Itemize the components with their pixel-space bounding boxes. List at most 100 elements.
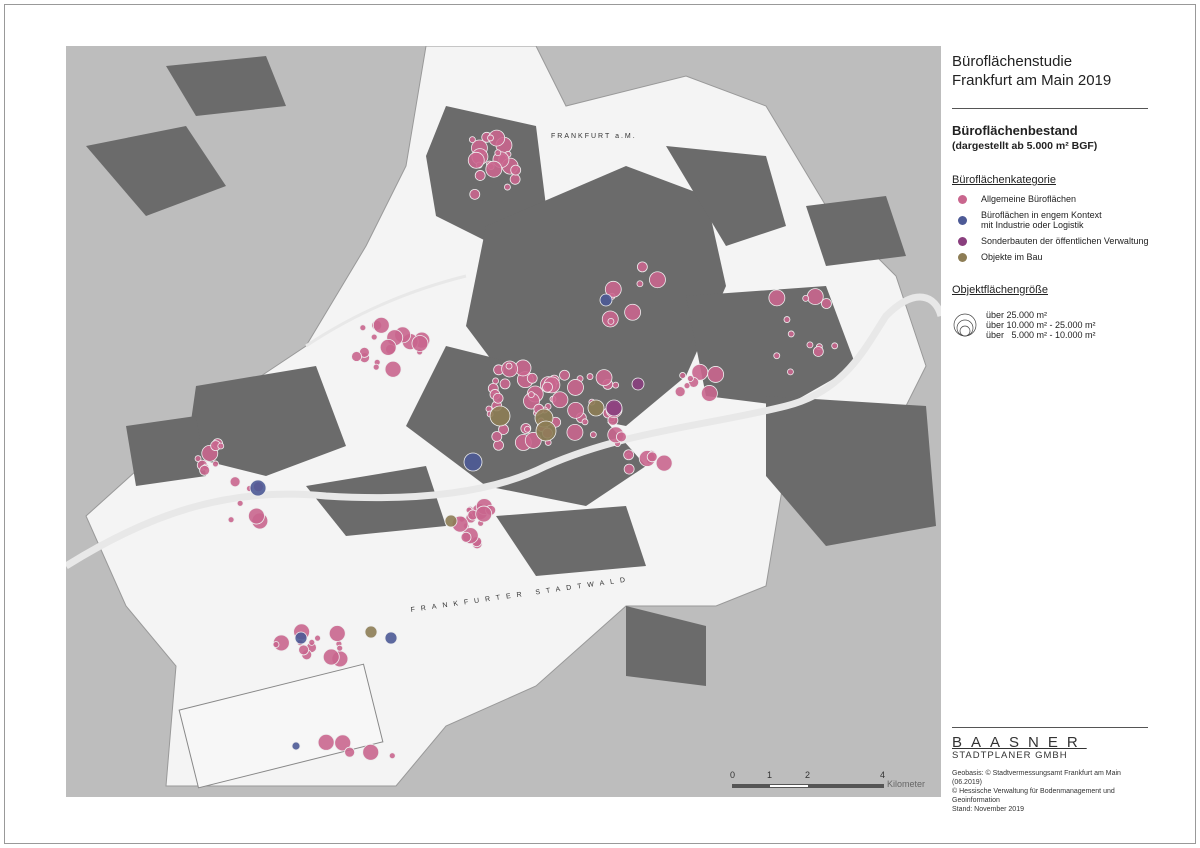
office-marker[interactable] [474, 170, 486, 181]
office-marker[interactable] [683, 382, 691, 390]
office-marker[interactable] [217, 442, 225, 450]
office-marker[interactable] [623, 463, 635, 475]
office-marker[interactable] [370, 333, 378, 341]
office-marker[interactable] [248, 507, 265, 525]
office-marker[interactable] [605, 399, 623, 417]
office-marker[interactable] [344, 746, 356, 758]
office-marker[interactable] [492, 392, 504, 404]
office-marker[interactable] [773, 352, 781, 360]
office-marker[interactable] [527, 391, 535, 398]
office-marker[interactable] [631, 377, 645, 391]
office-marker[interactable] [655, 454, 673, 472]
office-marker[interactable] [485, 160, 503, 178]
office-marker[interactable] [524, 425, 531, 433]
office-marker[interactable] [494, 149, 502, 157]
map[interactable]: FRANKFURT a.M. FRANKFURTER STADTWALD [64, 45, 945, 797]
office-marker[interactable] [806, 341, 814, 349]
office-marker[interactable] [460, 531, 472, 543]
office-marker[interactable] [535, 420, 557, 442]
office-marker[interactable] [314, 634, 321, 642]
office-marker[interactable] [509, 173, 521, 185]
office-marker[interactable] [831, 342, 839, 350]
office-marker[interactable] [364, 625, 378, 639]
office-marker[interactable] [510, 164, 522, 176]
map-canvas[interactable]: FRANKFURT a.M. FRANKFURTER STADTWALD [64, 45, 945, 797]
office-marker[interactable] [336, 644, 344, 652]
office-marker[interactable] [701, 385, 718, 402]
office-marker[interactable] [384, 631, 398, 645]
office-marker[interactable] [821, 298, 832, 309]
office-marker[interactable] [227, 516, 235, 524]
office-marker[interactable] [362, 743, 380, 761]
office-marker[interactable] [636, 280, 644, 288]
office-marker[interactable] [566, 423, 584, 441]
office-marker[interactable] [504, 183, 511, 191]
office-marker[interactable] [212, 460, 219, 468]
office-marker[interactable] [674, 386, 686, 398]
office-marker[interactable] [229, 476, 241, 488]
office-marker[interactable] [194, 455, 202, 462]
office-marker[interactable] [567, 379, 584, 396]
office-marker[interactable] [559, 369, 570, 381]
office-marker[interactable] [586, 373, 594, 380]
office-marker[interactable] [372, 363, 380, 371]
office-marker[interactable] [475, 505, 493, 523]
office-marker[interactable] [587, 399, 605, 417]
office-marker[interactable] [707, 366, 725, 383]
office-marker[interactable] [491, 431, 503, 442]
office-marker[interactable] [298, 644, 310, 656]
office-marker[interactable] [236, 499, 244, 507]
office-marker[interactable] [567, 401, 585, 419]
office-marker[interactable] [679, 372, 687, 379]
office-marker[interactable] [624, 303, 642, 321]
office-marker[interactable] [505, 362, 513, 370]
office-marker[interactable] [388, 752, 396, 760]
office-marker[interactable] [467, 151, 485, 169]
office-marker[interactable] [469, 188, 481, 200]
office-marker[interactable] [595, 369, 613, 387]
office-marker[interactable] [411, 335, 429, 352]
office-marker[interactable] [802, 294, 810, 302]
office-marker[interactable] [322, 648, 340, 666]
office-marker[interactable] [806, 288, 824, 306]
office-marker[interactable] [468, 136, 476, 144]
office-marker[interactable] [492, 377, 499, 385]
office-marker[interactable] [687, 375, 694, 382]
office-marker[interactable] [649, 271, 666, 289]
office-marker[interactable] [489, 405, 511, 427]
office-marker[interactable] [646, 451, 658, 463]
office-marker[interactable] [249, 479, 267, 497]
office-marker[interactable] [334, 734, 352, 752]
office-marker[interactable] [308, 639, 316, 646]
office-marker[interactable] [359, 324, 367, 332]
office-marker[interactable] [487, 134, 494, 142]
office-marker[interactable] [615, 431, 627, 443]
office-marker[interactable] [787, 330, 795, 338]
office-marker[interactable] [636, 261, 648, 273]
office-marker[interactable] [589, 431, 597, 439]
office-marker[interactable] [379, 338, 397, 356]
office-marker[interactable] [604, 280, 622, 298]
office-marker[interactable] [581, 418, 589, 426]
office-marker[interactable] [812, 346, 824, 357]
office-marker[interactable] [384, 360, 402, 378]
office-marker[interactable] [787, 368, 794, 376]
office-marker[interactable] [291, 741, 301, 751]
office-marker[interactable] [623, 449, 635, 461]
office-marker[interactable] [199, 464, 211, 476]
office-marker[interactable] [526, 372, 538, 384]
office-marker[interactable] [328, 625, 346, 642]
office-marker[interactable] [607, 317, 615, 325]
office-marker[interactable] [272, 641, 280, 648]
office-marker[interactable] [542, 381, 553, 393]
office-marker[interactable] [351, 351, 362, 362]
office-marker[interactable] [612, 381, 620, 389]
office-marker[interactable] [783, 316, 791, 323]
office-marker[interactable] [444, 514, 458, 528]
office-marker[interactable] [499, 378, 511, 390]
office-marker[interactable] [768, 289, 786, 307]
office-marker[interactable] [551, 391, 569, 409]
office-marker[interactable] [463, 452, 483, 472]
office-marker[interactable] [294, 631, 308, 645]
office-marker[interactable] [599, 293, 613, 307]
